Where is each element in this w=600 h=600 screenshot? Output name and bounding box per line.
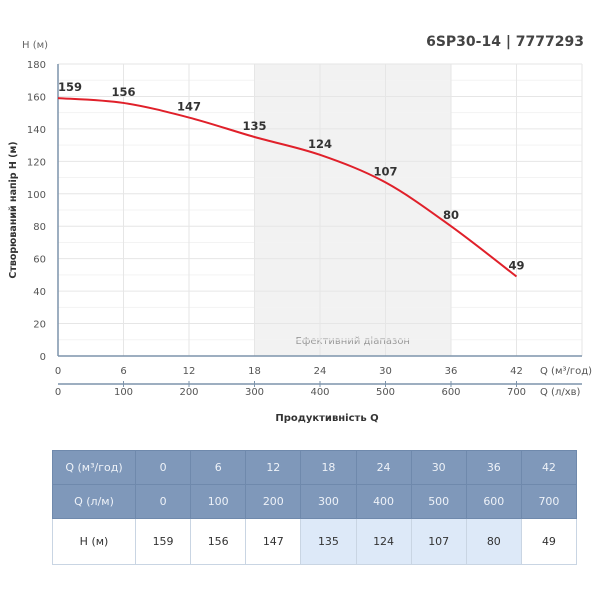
table-cell: 700 (520, 484, 578, 519)
table-cell: 300 (300, 484, 357, 519)
data-label: 49 (508, 259, 524, 273)
x2-tick-label: 600 (441, 387, 460, 398)
table-cell: 107 (410, 518, 467, 565)
pump-curve-chart: Ефективний діапазон020406080100120140160… (8, 40, 592, 424)
table-cell: 100 (190, 484, 247, 519)
row-header: Q (м³/год) (52, 450, 136, 485)
y-tick-label: 180 (27, 60, 46, 71)
x-axis-unit-label: Q (м³/год) (540, 366, 592, 377)
x2-tick-label: 700 (507, 387, 526, 398)
table-cell: 18 (300, 450, 357, 485)
data-label: 147 (177, 100, 201, 114)
table-row: Q (м³/год) 0 6 12 18 24 30 36 42 (52, 450, 578, 485)
x-tick-label: 6 (120, 366, 126, 377)
table-cell: 135 (300, 518, 357, 565)
y-tick-label: 80 (33, 222, 46, 233)
table-cell: 156 (190, 518, 247, 565)
data-label: 80 (443, 208, 459, 222)
table-cell: 42 (520, 450, 578, 485)
table-cell: 0 (134, 484, 192, 519)
x2-axis-unit-label: Q (л/хв) (540, 387, 581, 398)
y-tick-label: 20 (33, 320, 46, 331)
y-tick-label: 140 (27, 125, 46, 136)
row-header: Q (л/м) (52, 484, 136, 519)
x2-tick-label: 200 (179, 387, 198, 398)
table-cell: 80 (465, 518, 522, 565)
data-label: 107 (373, 164, 397, 178)
table-cell: 200 (245, 484, 302, 519)
data-label: 159 (58, 80, 82, 94)
table-cell: 6 (190, 450, 247, 485)
x-tick-label: 30 (379, 366, 392, 377)
x2-tick-label: 300 (245, 387, 264, 398)
x-tick-label: 0 (55, 366, 61, 377)
efficient-range-label: Ефективний діапазон (296, 335, 410, 347)
table-row: Q (л/м) 0 100 200 300 400 500 600 700 (52, 484, 578, 519)
table-cell: 147 (245, 518, 302, 565)
data-label: 135 (242, 119, 266, 133)
x-tick-label: 18 (248, 366, 261, 377)
y-tick-label: 160 (27, 92, 46, 103)
table-cell: 0 (134, 450, 192, 485)
table-cell: 600 (465, 484, 522, 519)
x2-tick-label: 400 (310, 387, 329, 398)
y-tick-label: 40 (33, 287, 46, 298)
table-row: H (м) 159 156 147 135 124 107 80 49 (52, 518, 578, 565)
head-curve (57, 97, 518, 278)
chart-title: 6SP30-14 | 7777293 (426, 34, 584, 50)
x-axis-title: Продуктивність Q (275, 413, 378, 424)
x-tick-label: 36 (445, 366, 458, 377)
x2-tick-label: 0 (55, 387, 61, 398)
row-header: H (м) (52, 518, 136, 565)
y-tick-label: 100 (27, 190, 46, 201)
x2-tick-label: 100 (114, 387, 133, 398)
table-cell: 30 (410, 450, 467, 485)
y-axis-title: Створюваний напір H (м) (8, 141, 19, 278)
table-cell: 400 (355, 484, 412, 519)
x-tick-label: 24 (314, 366, 327, 377)
table-cell: 159 (134, 518, 192, 565)
y-tick-label: 60 (33, 255, 46, 266)
table-cell: 49 (520, 518, 578, 565)
table-cell: 500 (410, 484, 467, 519)
table-cell: 24 (355, 450, 412, 485)
table-cell: 36 (465, 450, 522, 485)
performance-table: Q (м³/год) 0 6 12 18 24 30 36 42 Q (л/м) 0 100 200 30… (52, 450, 578, 565)
table-cell: 12 (245, 450, 302, 485)
y-tick-label: 120 (27, 157, 46, 168)
data-label: 124 (308, 137, 332, 151)
y-tick-label: 0 (40, 352, 46, 363)
y-axis-unit-label: H (м) (22, 40, 48, 51)
x-tick-label: 12 (183, 366, 196, 377)
x-tick-label: 42 (510, 366, 523, 377)
table-cell: 124 (355, 518, 412, 565)
x2-tick-label: 500 (376, 387, 395, 398)
data-label: 156 (111, 85, 135, 99)
